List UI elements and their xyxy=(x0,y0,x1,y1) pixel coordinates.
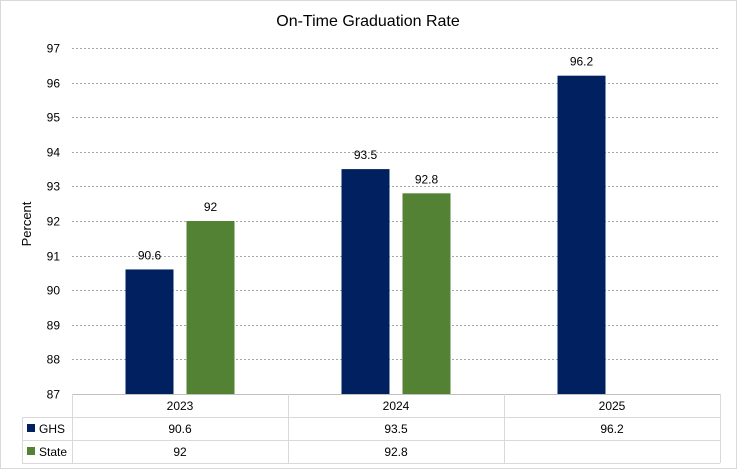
x-category-label: 2023 xyxy=(167,399,194,413)
y-axis-ticks: 87 88 89 90 91 92 93 94 95 96 97 xyxy=(47,42,61,402)
table-cell: 90.6 xyxy=(168,422,192,436)
legend-label: GHS xyxy=(39,422,65,436)
chart-title: On-Time Graduation Rate xyxy=(276,13,460,30)
x-category-label: 2025 xyxy=(599,399,626,413)
table-cell: 96.2 xyxy=(600,422,624,436)
y-tick-label: 89 xyxy=(47,319,61,333)
table-cell: 93.5 xyxy=(384,422,408,436)
y-tick-label: 90 xyxy=(47,284,61,298)
data-label: 92.8 xyxy=(415,172,439,186)
data-label: 96.2 xyxy=(570,55,594,69)
bar-state-2024 xyxy=(402,193,451,394)
bar-ghs-2023 xyxy=(125,269,174,394)
y-axis-title: Percent xyxy=(19,201,34,246)
y-tick-label: 88 xyxy=(47,353,61,367)
data-labels: 90.6 92 93.5 92.8 96.2 xyxy=(138,55,594,263)
bar-ghs-2025 xyxy=(557,75,606,395)
y-tick-label: 91 xyxy=(47,250,61,264)
y-tick-label: 97 xyxy=(47,42,61,56)
legend-label: State xyxy=(39,445,67,459)
x-category-label: 2024 xyxy=(383,399,410,413)
data-label: 90.6 xyxy=(138,248,162,262)
y-tick-label: 87 xyxy=(47,388,61,402)
bar-state-2023 xyxy=(186,221,235,394)
data-table: 2023 2024 2025 GHS 90.6 93.5 96.2 State 92 92.8 xyxy=(22,394,721,464)
y-tick-label: 96 xyxy=(47,77,61,91)
legend-key-ghs xyxy=(27,424,35,432)
data-label: 93.5 xyxy=(354,148,378,162)
bar-ghs-2024 xyxy=(341,169,390,394)
table-cell: 92.8 xyxy=(384,445,408,459)
y-tick-label: 94 xyxy=(47,146,61,160)
y-tick-label: 95 xyxy=(47,111,61,125)
legend-key-state xyxy=(27,447,35,455)
bars xyxy=(125,75,606,395)
y-tick-label: 92 xyxy=(47,215,61,229)
data-label: 92 xyxy=(204,200,218,214)
table-cell: 92 xyxy=(173,445,187,459)
gridlines xyxy=(72,48,720,360)
y-tick-label: 93 xyxy=(47,180,61,194)
